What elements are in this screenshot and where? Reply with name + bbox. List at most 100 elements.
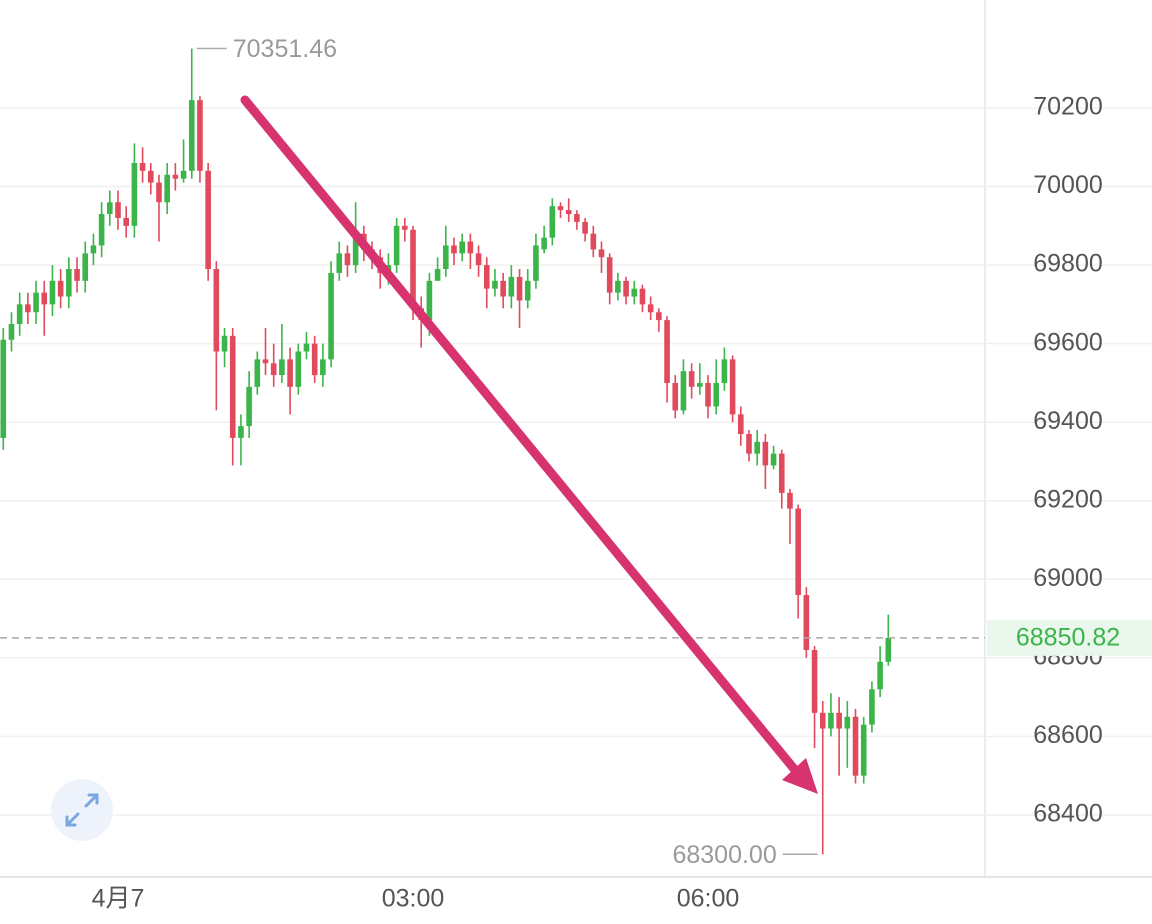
candle-body — [147, 170, 154, 183]
candle-body — [131, 162, 138, 226]
last-price-label: 68850.82 — [1016, 623, 1120, 651]
candle-body — [885, 637, 892, 662]
candle-body — [213, 269, 220, 352]
candle-body — [647, 304, 654, 313]
candle-body — [8, 324, 15, 340]
candle-body — [508, 276, 515, 297]
candle-body — [803, 595, 810, 650]
candle-body — [590, 233, 597, 250]
candle-body — [139, 162, 146, 171]
candle-body — [229, 335, 236, 438]
candle-body — [565, 210, 572, 215]
y-tick-label: 69000 — [1033, 564, 1103, 592]
candle-body — [705, 382, 711, 407]
candle-body — [246, 386, 252, 427]
y-tick-label: 68600 — [1033, 721, 1103, 749]
candle-body — [303, 343, 310, 352]
candle-body — [442, 245, 449, 270]
candle-body — [205, 170, 211, 270]
candle-body — [811, 649, 818, 713]
candle-body — [311, 343, 318, 376]
expand-bg[interactable] — [51, 779, 113, 841]
candle-body — [434, 269, 441, 281]
candle-body — [844, 716, 851, 729]
candle-body — [492, 280, 498, 289]
candle-body — [852, 716, 859, 776]
candle-body — [672, 382, 679, 411]
candle-body — [762, 441, 769, 466]
candle-body — [516, 276, 523, 301]
candle-body — [737, 414, 744, 434]
candle-body — [123, 217, 129, 226]
candle-body — [787, 492, 793, 509]
candle-body — [172, 174, 179, 179]
candle-body — [0, 339, 7, 438]
trend-arrow — [240, 95, 818, 794]
candle-body — [795, 508, 801, 596]
candle-body — [25, 304, 31, 313]
candle-body — [623, 280, 629, 297]
candle-body — [66, 269, 72, 297]
candle-body — [426, 280, 433, 321]
candle-body — [778, 453, 785, 493]
candle-body — [615, 280, 621, 293]
y-tick-label: 69200 — [1033, 485, 1103, 513]
candle-body — [680, 371, 687, 411]
candle-body — [819, 712, 826, 729]
candle-body — [33, 292, 39, 313]
candle-body — [483, 265, 490, 289]
candle-body — [754, 441, 760, 454]
candle-body — [746, 433, 752, 454]
candle-body — [869, 689, 875, 725]
candle-body — [688, 371, 695, 387]
y-tick-label: 69400 — [1033, 407, 1103, 435]
candle-body — [721, 359, 728, 383]
candle-body — [533, 245, 539, 281]
x-tick-label: 03:00 — [382, 885, 445, 913]
candle-body — [197, 100, 203, 171]
candle-body — [549, 206, 556, 238]
candle-body — [352, 233, 359, 266]
candle-body — [451, 245, 457, 254]
candle-body — [631, 288, 638, 297]
y-tick-label: 70000 — [1033, 171, 1103, 199]
expand-icon[interactable] — [65, 793, 99, 827]
arrow-head — [782, 758, 818, 794]
candle-body — [238, 426, 244, 438]
grid — [0, 107, 1152, 816]
candle-body — [860, 724, 867, 776]
candle-body — [836, 712, 842, 729]
expand-button[interactable] — [51, 779, 113, 841]
candle-body — [582, 221, 588, 234]
candle-body — [74, 269, 80, 281]
candle-body — [254, 359, 261, 387]
candle-body — [402, 225, 408, 230]
candle-body — [221, 335, 228, 352]
candle-body — [410, 229, 416, 309]
labels: 6840068600688006900069200694006960069800… — [0, 35, 1152, 913]
last-price-tag — [987, 619, 1152, 656]
candle-body — [270, 363, 277, 376]
candle-body — [500, 280, 506, 297]
candle-body — [180, 170, 187, 179]
candle-body — [475, 253, 482, 266]
candle-body — [262, 359, 269, 364]
candle-body — [574, 214, 580, 222]
candle-body — [57, 280, 64, 297]
candle-body — [156, 182, 162, 203]
x-tick-label: 06:00 — [677, 885, 740, 913]
annotation-label: 70351.46 — [233, 35, 337, 63]
candle-body — [336, 253, 343, 273]
candle-body — [82, 253, 89, 281]
candle-body — [188, 100, 195, 171]
candle-body — [828, 712, 834, 729]
candle-body — [639, 288, 646, 305]
candle-body — [287, 359, 293, 387]
candle-body — [541, 237, 547, 250]
candle-body — [598, 249, 605, 258]
y-tick-label: 69600 — [1033, 328, 1103, 356]
candle-body — [467, 241, 474, 254]
candles — [0, 48, 892, 855]
candle-body — [344, 253, 351, 266]
